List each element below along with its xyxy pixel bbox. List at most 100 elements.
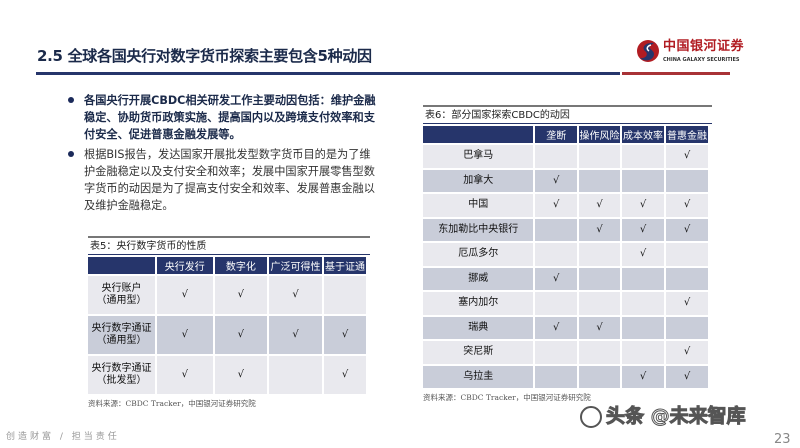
row-label: 挪威 xyxy=(423,267,534,290)
check-cell xyxy=(666,267,708,290)
check-cell xyxy=(579,267,621,290)
row-label: 加拿大 xyxy=(423,169,534,192)
check-cell: √ xyxy=(622,194,665,217)
check-cell: √ xyxy=(156,356,213,394)
table6-source: 资料来源：CBDC Tracker，中国银河证券研究院 xyxy=(423,393,591,402)
table6: 表6：部分国家探索CBDC的动因 垄断 操作风险 成本效率 普惠金融 巴拿马 √ 加拿大 √ 中… xyxy=(423,105,712,402)
column-header: 操作风险 xyxy=(579,126,621,143)
check-cell: √ xyxy=(269,316,323,354)
table-row: 巴拿马 √ xyxy=(423,145,708,168)
check-cell: √ xyxy=(666,145,708,168)
check-cell: √ xyxy=(156,276,213,314)
page-number: 23 xyxy=(774,432,791,447)
check-cell xyxy=(579,145,621,168)
check-cell: √ xyxy=(622,243,665,266)
check-cell xyxy=(666,243,708,266)
check-cell xyxy=(579,243,621,266)
watermark: 头条 @未来智库 xyxy=(580,404,746,428)
bullet-text: 各国央行开展CBDC相关研发工作主要动因包括：维护金融稳定、协助货币政策实施、提… xyxy=(84,94,376,141)
check-cell: √ xyxy=(666,194,708,217)
table5-source: 资料来源：CBDC Tracker，中国银河证券研究院 xyxy=(88,399,256,408)
table-row: 央行数字通证 （批发型） √ √ √ xyxy=(88,356,366,394)
column-header xyxy=(88,257,155,274)
check-cell xyxy=(666,316,708,339)
check-cell: √ xyxy=(214,316,268,354)
bullet-dot-icon xyxy=(68,97,74,103)
row-label: 突尼斯 xyxy=(423,341,534,364)
check-cell: √ xyxy=(666,218,708,241)
row-label: 央行数字通证 （通用型） xyxy=(88,316,155,354)
check-cell: √ xyxy=(666,365,708,388)
row-label: 东加勒比中央银行 xyxy=(423,218,534,241)
check-cell xyxy=(622,316,665,339)
column-header: 广泛可得性 xyxy=(269,257,323,274)
check-cell: √ xyxy=(579,194,621,217)
check-cell: √ xyxy=(535,194,578,217)
check-cell xyxy=(622,341,665,364)
check-cell: √ xyxy=(156,316,213,354)
table-header-row: 垄断 操作风险 成本效率 普惠金融 xyxy=(423,126,708,143)
row-label: 央行账户 （通用型） xyxy=(88,276,155,314)
column-header: 成本效率 xyxy=(622,126,665,143)
check-cell: √ xyxy=(666,341,708,364)
check-cell: √ xyxy=(622,218,665,241)
logo-text-en: CHINA GALAXY SECURITIES xyxy=(663,57,740,63)
column-header: 基于证通 xyxy=(324,257,366,274)
row-label: 厄瓜多尔 xyxy=(423,243,534,266)
table5: 表5：央行数字货币的性质 央行发行 数字化 广泛可得性 基于证通 央行账户 （通用型） √… xyxy=(88,236,370,408)
bullet-item: 根据BIS报告，发达国家开展批发型数字货币目的是为了维护金融稳定以及支付安全和效… xyxy=(64,146,376,214)
check-cell: √ xyxy=(269,276,323,314)
table-row: 挪威 √ xyxy=(423,267,708,290)
check-cell: √ xyxy=(666,292,708,315)
row-label: 瑞典 xyxy=(423,316,534,339)
check-cell xyxy=(324,276,366,314)
check-cell xyxy=(579,365,621,388)
page-title: 2.5 全球各国央行对数字货币探索主要包含5种动因 xyxy=(37,47,372,65)
check-cell xyxy=(535,243,578,266)
company-logo: 中国银河证券 CHINA GALAXY SECURITIES xyxy=(636,39,744,65)
table-row: 塞内加尔 √ xyxy=(423,292,708,315)
row-label: 巴拿马 xyxy=(423,145,534,168)
header-rule-blue xyxy=(36,72,620,75)
table-row: 中国 √ √ √ √ xyxy=(423,194,708,217)
check-cell xyxy=(579,292,621,315)
check-cell xyxy=(579,169,621,192)
table-row: 瑞典 √ √ xyxy=(423,316,708,339)
table-row: 央行账户 （通用型） √ √ √ xyxy=(88,276,366,314)
watermark-logo-icon xyxy=(580,405,602,428)
bullet-text: 根据BIS报告，发达国家开展批发型数字货币目的是为了维护金融稳定以及支付安全和效… xyxy=(84,148,375,212)
column-header: 央行发行 xyxy=(156,257,213,274)
column-header: 数字化 xyxy=(214,257,268,274)
check-cell xyxy=(622,145,665,168)
footer-slogan: 创造财富 / 担当责任 xyxy=(6,432,120,442)
check-cell xyxy=(579,341,621,364)
check-cell: √ xyxy=(214,356,268,394)
bullet-list: 各国央行开展CBDC相关研发工作主要动因包括：维护金融稳定、协助货币政策实施、提… xyxy=(64,92,376,217)
row-label: 央行数字通证 （批发型） xyxy=(88,356,155,394)
check-cell: √ xyxy=(579,218,621,241)
header-rule-red xyxy=(622,72,730,75)
table6-label: 表6：部分国家探索CBDC的动因 xyxy=(423,105,712,124)
check-cell xyxy=(535,218,578,241)
check-cell xyxy=(535,365,578,388)
bullet-dot-icon xyxy=(68,151,74,157)
check-cell xyxy=(535,292,578,315)
check-cell xyxy=(622,292,665,315)
table-row: 央行数字通证 （通用型） √ √ √ √ xyxy=(88,316,366,354)
row-label: 乌拉圭 xyxy=(423,365,534,388)
table-row: 突尼斯 √ xyxy=(423,341,708,364)
check-cell: √ xyxy=(535,316,578,339)
watermark-text: 头条 @未来智库 xyxy=(606,405,747,428)
check-cell: √ xyxy=(622,365,665,388)
table-header-row: 央行发行 数字化 广泛可得性 基于证通 xyxy=(88,257,366,274)
table6-grid: 垄断 操作风险 成本效率 普惠金融 巴拿马 √ 加拿大 √ 中国 √ √ √ √ 东加勒比中央银行 √ √ √ 厄… xyxy=(421,124,710,390)
check-cell xyxy=(535,341,578,364)
row-label: 塞内加尔 xyxy=(423,292,534,315)
galaxy-logo-icon xyxy=(637,40,659,62)
table-row: 东加勒比中央银行 √ √ √ xyxy=(423,218,708,241)
row-label: 中国 xyxy=(423,194,534,217)
bullet-item: 各国央行开展CBDC相关研发工作主要动因包括：维护金融稳定、协助货币政策实施、提… xyxy=(64,92,376,143)
check-cell: √ xyxy=(579,316,621,339)
column-header: 普惠金融 xyxy=(666,126,708,143)
table5-label: 表5：央行数字货币的性质 xyxy=(88,236,370,255)
